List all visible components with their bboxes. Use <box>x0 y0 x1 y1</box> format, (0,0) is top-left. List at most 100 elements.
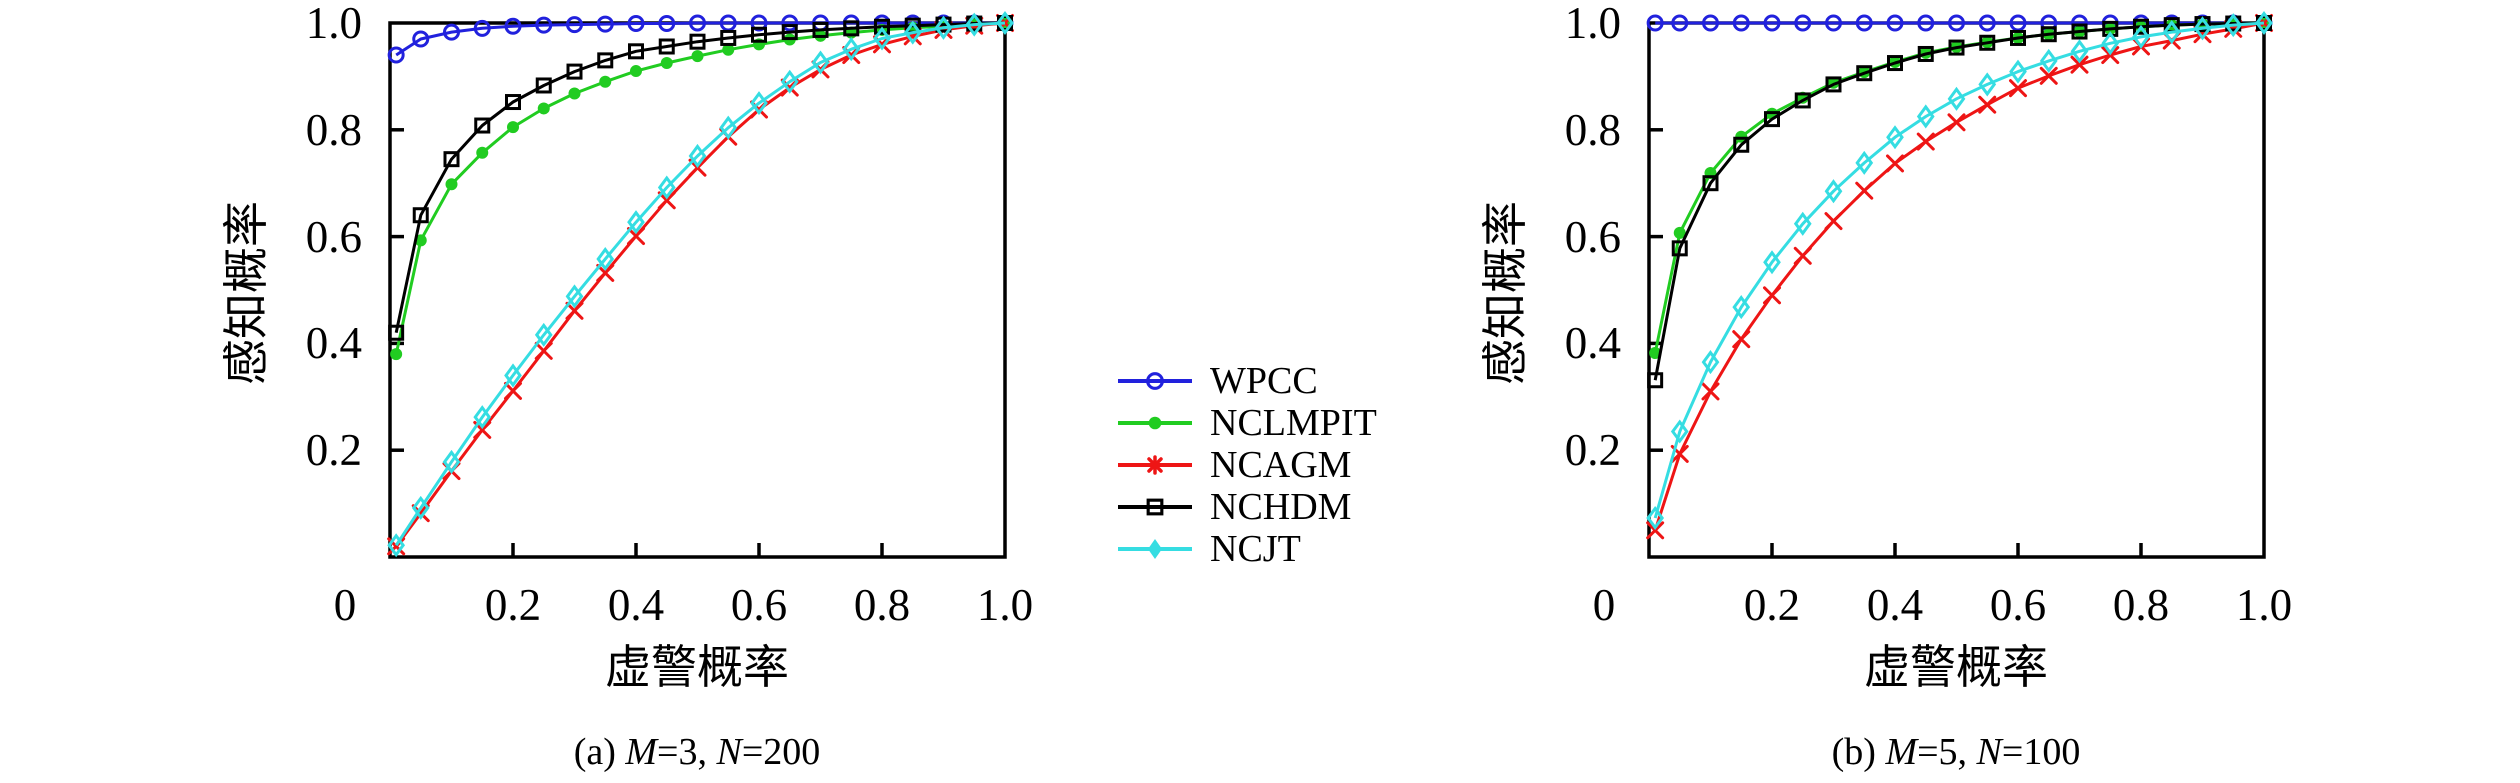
y-tick-label: 0.4 <box>305 318 362 369</box>
y-tick-label: 1.0 <box>305 0 362 48</box>
y-tick-label: 0.8 <box>305 104 362 155</box>
marker-x-cross <box>1916 132 1935 151</box>
series-nclmpit-markers <box>390 17 1011 361</box>
x-tick-label: 0 <box>1592 580 1616 630</box>
axis-frame <box>1647 21 2266 559</box>
marker-circle-open <box>1146 372 1164 390</box>
y-tick-label: 0.4 <box>1564 318 1621 369</box>
marker-diamond <box>2255 10 2273 36</box>
marker-circle-filled <box>537 102 550 115</box>
marker-square-open <box>1948 39 1965 56</box>
marker-diamond <box>1732 295 1751 320</box>
marker-square-open <box>505 94 521 111</box>
marker-x-cross <box>1732 330 1751 349</box>
marker-diamond <box>473 405 492 430</box>
x-tick-label: 0.4 <box>607 580 665 630</box>
plot-area-a <box>387 10 1014 559</box>
marker-circle-filled <box>568 87 581 100</box>
marker-circle-open <box>387 46 405 64</box>
legend-swatch-diamond <box>1118 539 1192 559</box>
marker-square-open <box>1764 111 1780 128</box>
marker-circle-filled <box>445 178 458 191</box>
marker-diamond <box>2009 59 2027 84</box>
y-tick-label: 0.2 <box>305 425 362 476</box>
marker-square-open <box>843 20 860 37</box>
marker-circle-open <box>1948 14 1965 32</box>
x-tick-label: 0 <box>333 580 357 630</box>
marker-x-cross <box>1886 154 1904 173</box>
marker-square-open <box>751 26 767 43</box>
marker-diamond <box>1763 250 1781 275</box>
marker-square-open <box>566 63 583 80</box>
marker-square-open <box>412 207 429 224</box>
caption-value: =200 <box>741 731 821 773</box>
marker-square-open <box>1856 65 1873 82</box>
x-axis-title-a: 虚警概率 <box>605 642 789 693</box>
marker-x-cross <box>2070 55 2089 74</box>
marker-diamond <box>903 20 922 45</box>
marker-diamond <box>996 10 1014 36</box>
marker-x-cross <box>1855 181 1874 200</box>
marker-square-open <box>388 324 405 341</box>
y-axis-title-b: 感知概率 <box>1480 201 1531 385</box>
marker-diamond <box>657 175 676 200</box>
series-nchdm-line <box>394 21 1006 334</box>
series-ncjt-markers <box>1646 10 2273 531</box>
x-tick-label: 1.0 <box>2235 580 2293 630</box>
legend-label: WPCC <box>1210 360 1318 402</box>
marker-diamond <box>688 143 707 168</box>
series-ncagm-line <box>394 21 1006 548</box>
marker-x-cross <box>1824 212 1843 231</box>
marker-square-open <box>1702 175 1719 192</box>
marker-diamond <box>1886 125 1904 150</box>
x-tick-label: 0.6 <box>730 580 788 630</box>
marker-circle-open <box>1825 14 1842 32</box>
marker-diamond <box>750 91 768 116</box>
marker-x-cross <box>1978 95 1997 114</box>
marker-x-cross <box>534 341 553 360</box>
marker-circle-open <box>535 16 553 34</box>
series-ncjt-line <box>394 21 1006 547</box>
marker-diamond <box>2132 24 2150 49</box>
legend-item-ncjt: NCJT <box>1118 528 1377 570</box>
marker-square-open <box>2133 18 2149 35</box>
x-tick-label: 0.8 <box>2112 580 2170 630</box>
caption-value: =100 <box>2001 731 2081 773</box>
marker-diamond <box>1670 419 1689 444</box>
legend-label: NCAGM <box>1210 444 1352 486</box>
legend-item-wpcc: WPCC <box>1118 360 1377 402</box>
marker-x-cross <box>504 381 522 400</box>
x-tick-label: 0.2 <box>484 580 542 630</box>
marker-square-open <box>1825 76 1842 93</box>
caption-index: (b) <box>1831 731 1886 773</box>
marker-square-open <box>1794 92 1811 109</box>
marker-x-cross <box>1646 521 1665 540</box>
marker-circle-open <box>1671 14 1689 32</box>
marker-circle-open <box>412 30 430 48</box>
marker-circle-filled <box>722 43 735 56</box>
marker-circle-open <box>443 23 460 41</box>
marker-diamond <box>1947 86 1966 111</box>
marker-diamond <box>2193 16 2212 41</box>
x-axis-title-b: 虚警概率 <box>1864 642 2048 693</box>
series-nchdm-line <box>1653 21 2265 381</box>
marker-x-cross <box>627 227 645 246</box>
marker-diamond <box>627 210 645 235</box>
x-tick-label: 0.8 <box>853 580 911 630</box>
series-wpcc-line <box>395 21 1005 57</box>
marker-square-open <box>2071 23 2088 40</box>
marker-square-open <box>474 117 491 134</box>
legend-item-nchdm: NCHDM <box>1118 486 1377 528</box>
marker-circle-open <box>1886 14 1904 32</box>
series-nchdm-markers <box>1647 15 2272 389</box>
series-ncagm-line <box>1653 21 2265 531</box>
marker-circle-open <box>1763 14 1781 32</box>
marker-circle-open <box>689 14 706 32</box>
marker-diamond <box>442 449 461 474</box>
marker-circle-filled <box>660 57 673 70</box>
legend-item-ncagm: NCAGM <box>1118 444 1377 486</box>
marker-circle-filled <box>476 146 489 159</box>
marker-square-open <box>628 43 644 60</box>
marker-circle-open <box>1917 14 1935 32</box>
marker-diamond <box>1916 104 1935 129</box>
